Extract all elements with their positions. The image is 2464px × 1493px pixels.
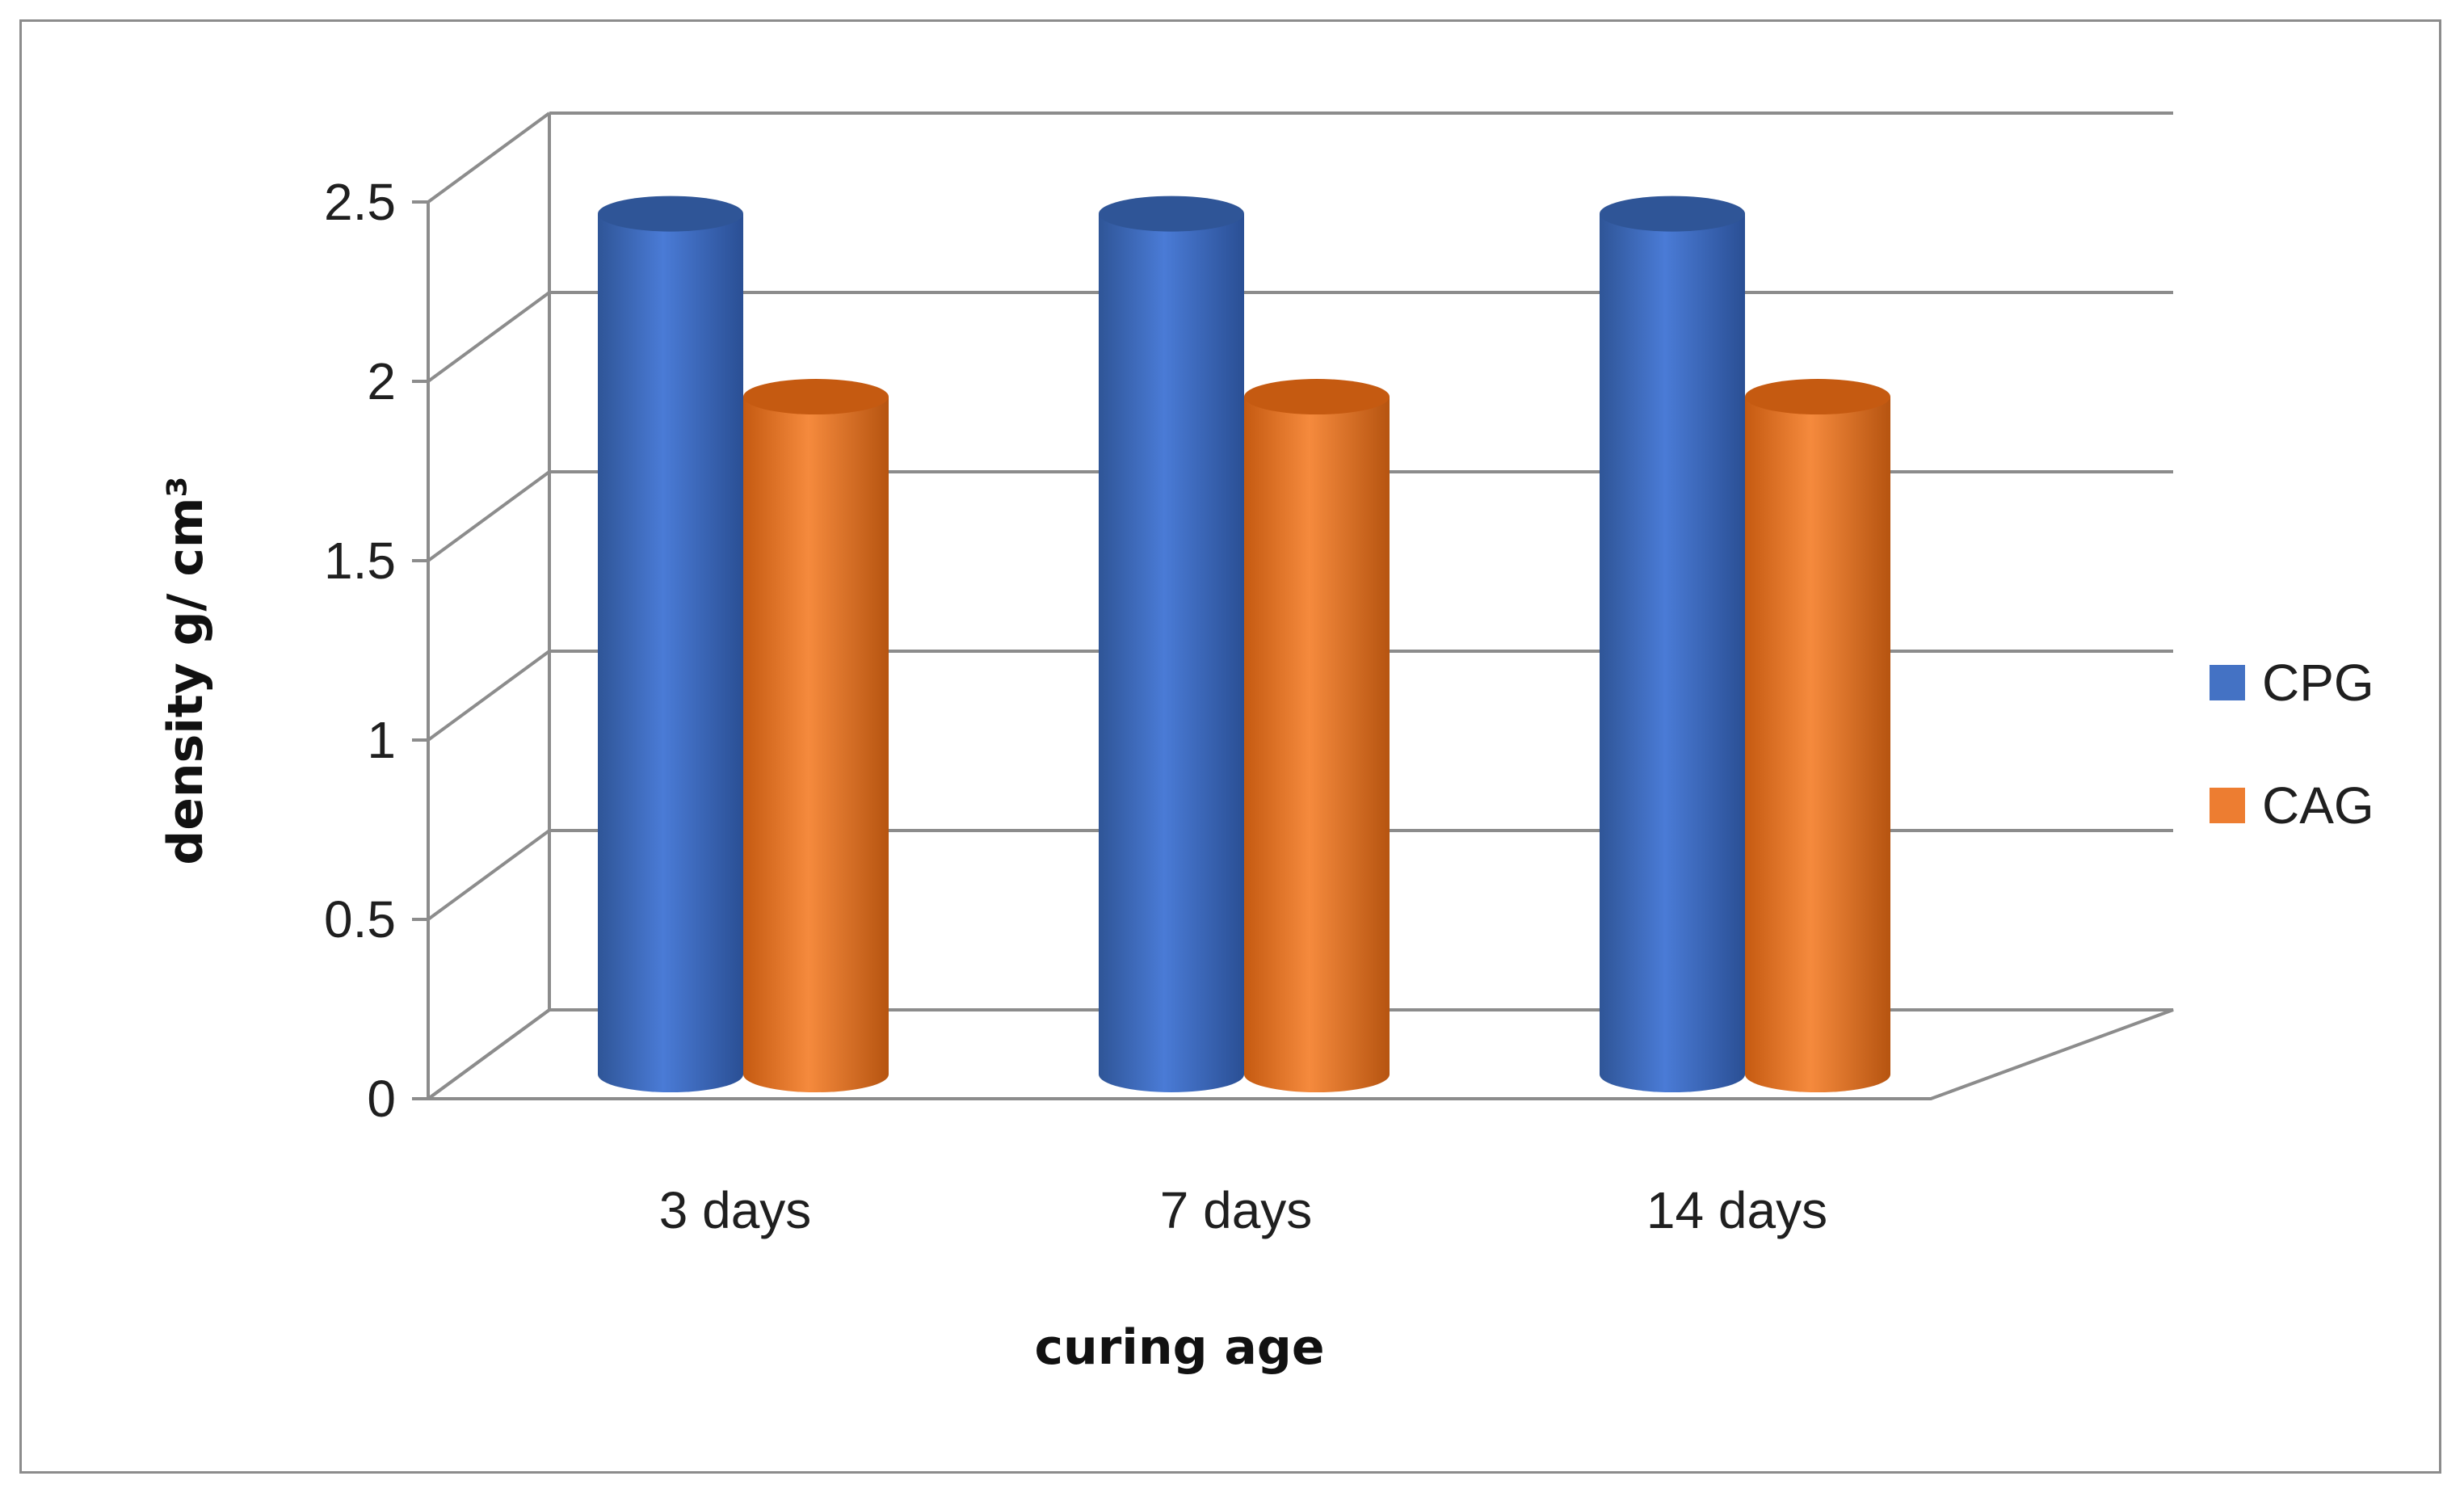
bar-top <box>1745 379 1890 415</box>
y-tick-label: 2.5 <box>324 173 396 231</box>
gridline-side <box>427 829 551 921</box>
bar-cag-3-days <box>743 379 889 1092</box>
bar-cpg-7-days <box>1099 196 1244 1092</box>
bar-body <box>1244 397 1390 1092</box>
legend-swatch <box>2210 788 2245 823</box>
y-tick-label: 0 <box>367 1070 396 1128</box>
bar-cag-14-days <box>1745 379 1890 1092</box>
gridline-side <box>427 291 551 383</box>
bar-body <box>1600 213 1745 1093</box>
bar-cpg-14-days <box>1600 196 1745 1093</box>
x-tick-label: 3 days <box>659 1181 812 1239</box>
bar-series-group <box>598 196 1890 1093</box>
x-tick-label: 14 days <box>1646 1181 1827 1239</box>
legend-item: CPG <box>2210 654 2374 712</box>
bar-body <box>743 397 889 1092</box>
x-tick-label: 7 days <box>1160 1181 1313 1239</box>
legend: CPG CAG <box>2210 654 2374 835</box>
bar-body <box>1099 213 1244 1092</box>
bar-top <box>598 196 743 232</box>
chart-walls <box>423 113 2174 1100</box>
bar-top <box>1600 196 1745 232</box>
bar-cag-7-days <box>1244 379 1390 1092</box>
y-tick-label: 1 <box>367 711 396 769</box>
gridline-side <box>427 111 551 204</box>
legend-item: CAG <box>2210 776 2374 835</box>
bar-body <box>1745 397 1890 1092</box>
legend-label: CPG <box>2262 654 2374 712</box>
floor-outline <box>423 1008 2174 1100</box>
y-tick-label: 0.5 <box>324 890 396 948</box>
y-tick-labels: 0 0.5 1 1.5 2 2.5 <box>324 173 396 1128</box>
bar-cpg-3-days <box>598 196 743 1093</box>
y-tick-label: 1.5 <box>324 532 396 590</box>
y-tick-label: 2 <box>367 352 396 410</box>
gridline-side <box>427 470 551 562</box>
x-tick-labels: 3 days 7 days 14 days <box>659 1181 1827 1239</box>
legend-label: CAG <box>2262 776 2374 835</box>
gridline-side <box>427 650 551 742</box>
bar-top <box>743 379 889 415</box>
y-axis-title: density g/ cm³ <box>158 476 214 864</box>
x-axis-title: curing age <box>1034 1319 1324 1376</box>
bar-top <box>1244 379 1390 415</box>
bar-body <box>598 213 743 1093</box>
legend-swatch <box>2210 665 2245 700</box>
bar-top <box>1099 196 1244 232</box>
